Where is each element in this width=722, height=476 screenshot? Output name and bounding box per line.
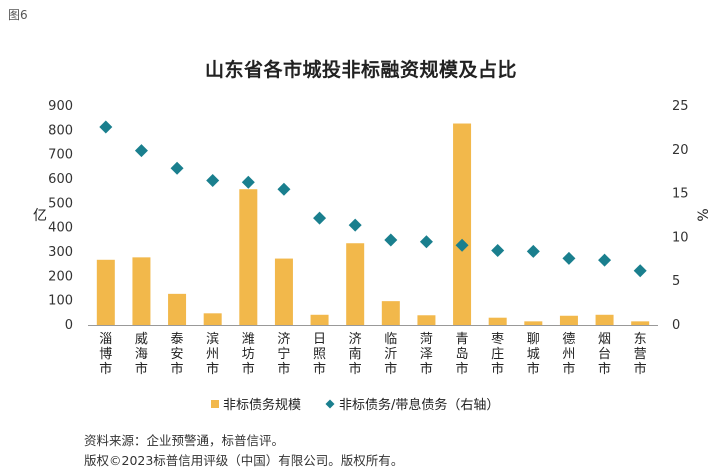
legend: 非标债务规模 非标债务/带息债务（右轴） <box>211 397 499 413</box>
y-tick-label: 500 <box>48 196 73 211</box>
y-tick-label: 900 <box>48 99 73 114</box>
bar <box>595 314 614 325</box>
figure-label: 图6 <box>8 8 28 22</box>
ratio-marker <box>491 244 505 258</box>
bar <box>453 123 472 326</box>
bar <box>274 258 293 325</box>
ratio-marker <box>206 173 220 187</box>
legend-bar-label: 非标债务规模 <box>223 397 301 413</box>
ratio-marker <box>277 182 291 196</box>
category-label: 日照市 <box>313 332 326 377</box>
y-axis-label: 亿 <box>33 208 47 224</box>
category-label: 泰安市 <box>171 332 184 377</box>
axes-layer: 亿 % <box>33 208 712 326</box>
copyright-note: 版权©2023标普信用评级（中国）有限公司。版权所有。 <box>84 453 404 468</box>
category-label: 滨州市 <box>206 331 219 377</box>
y-tick-label: 200 <box>48 269 73 284</box>
source-note: 资料来源：企业预警通，标普信评。 <box>84 433 285 448</box>
ratio-marker <box>348 218 362 232</box>
bar <box>310 314 329 325</box>
category-label: 威海市 <box>135 332 148 377</box>
bar <box>239 189 258 325</box>
y-tick-label: 600 <box>48 172 73 187</box>
ratio-marker <box>633 264 647 278</box>
category-label: 济南市 <box>349 332 362 377</box>
y-tick-label: 0 <box>65 318 73 333</box>
bar <box>559 315 578 325</box>
y2-tick-label: 20 <box>672 143 689 158</box>
bars-layer <box>96 123 650 326</box>
category-label: 临沂市 <box>384 332 397 377</box>
bar <box>96 259 115 325</box>
bar <box>631 321 650 325</box>
y2-axis-label: % <box>696 208 712 221</box>
category-label: 德州市 <box>562 332 575 377</box>
ratio-marker <box>170 161 184 175</box>
bar <box>524 321 543 325</box>
y-tick-label: 700 <box>48 148 73 163</box>
chart-title: 山东省各市城投非标融资规模及占比 <box>204 59 517 81</box>
legend-bar-swatch <box>211 400 219 408</box>
bar <box>168 293 187 325</box>
y-tick-label: 800 <box>48 123 73 138</box>
ratio-marker <box>526 244 540 258</box>
category-label: 潍坊市 <box>242 332 255 377</box>
ratio-marker <box>384 233 398 247</box>
category-label: 青岛市 <box>456 332 469 377</box>
ratio-marker <box>241 175 255 189</box>
ratio-marker <box>313 211 327 225</box>
y2-tick-label: 10 <box>672 230 689 245</box>
y2-tick-label: 5 <box>672 274 680 289</box>
y-tick-label: 400 <box>48 221 73 236</box>
ratio-marker <box>562 251 576 265</box>
ratio-marker <box>598 253 612 267</box>
labels-layer: 0 100 200 300 400 500 600 700 800 900 0 5 10 15 20 25 淄博… <box>48 99 688 377</box>
markers-layer <box>99 120 647 278</box>
bar <box>417 315 436 325</box>
y-tick-label: 100 <box>48 294 73 309</box>
ratio-marker <box>134 144 148 158</box>
legend-marker-label: 非标债务/带息债务（右轴） <box>339 397 499 413</box>
category-label: 济宁市 <box>277 332 290 377</box>
bar <box>346 243 365 325</box>
category-label: 烟台市 <box>598 332 611 377</box>
bar <box>132 257 151 325</box>
bar <box>381 301 400 325</box>
category-label: 东营市 <box>634 332 647 377</box>
category-label: 淄博市 <box>99 332 112 377</box>
y-tick-label: 300 <box>48 245 73 260</box>
ratio-marker <box>419 235 433 249</box>
ratio-marker <box>99 120 113 134</box>
category-label: 枣庄市 <box>491 332 504 377</box>
category-label: 聊城市 <box>527 332 540 377</box>
ratio-marker <box>455 238 469 252</box>
legend-marker-swatch <box>325 399 335 409</box>
category-label: 菏泽市 <box>420 332 433 377</box>
y2-tick-label: 0 <box>672 318 680 333</box>
y2-tick-label: 15 <box>672 187 689 202</box>
y2-tick-label: 25 <box>672 99 689 114</box>
bar <box>203 313 222 325</box>
bar <box>488 317 507 325</box>
